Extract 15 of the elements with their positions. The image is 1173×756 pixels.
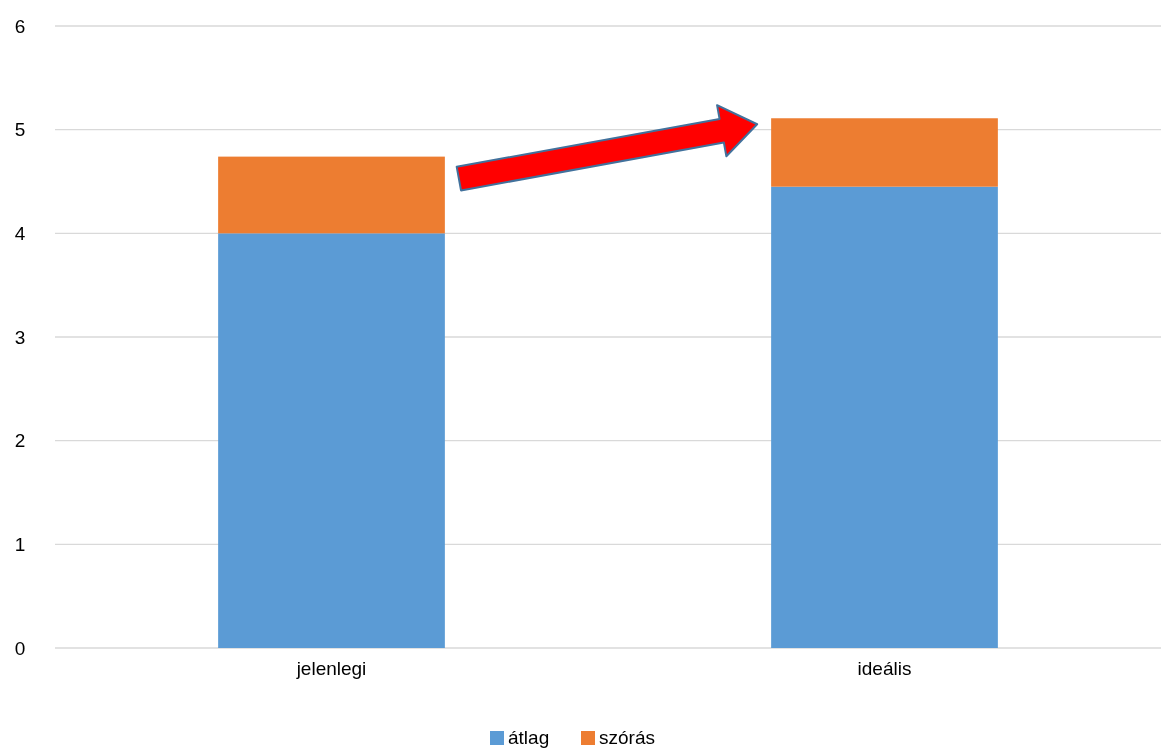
legend-label: szórás (599, 727, 655, 748)
bar (771, 118, 998, 187)
y-tick-label: 1 (14, 533, 26, 555)
y-tick-label: 6 (14, 15, 26, 37)
legend-label: átlag (508, 727, 550, 748)
x-tick-label: jelenlegi (295, 658, 367, 679)
bar (218, 156, 445, 234)
x-tick-label: ideális (857, 658, 912, 679)
y-tick-label: 3 (14, 326, 26, 348)
bar (771, 186, 998, 648)
y-tick-label: 5 (14, 119, 26, 141)
y-tick-label: 2 (14, 430, 26, 452)
y-tick-label: 4 (14, 222, 26, 244)
y-tick-label: 0 (14, 637, 26, 659)
bar (218, 233, 445, 648)
